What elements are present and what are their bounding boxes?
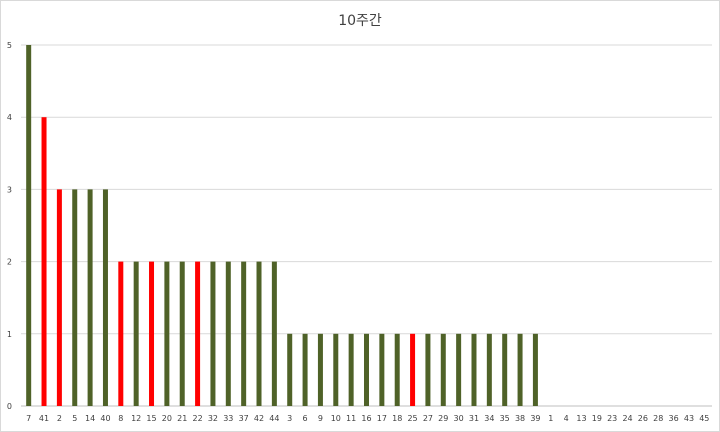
y-tick-label: 5: [7, 41, 12, 50]
x-tick-label: 30: [454, 414, 464, 423]
bar: [102, 189, 108, 406]
x-tick-label: 43: [684, 414, 694, 423]
x-tick-label: 5: [72, 414, 77, 423]
y-tick-label: 1: [7, 330, 12, 339]
x-tick-label: 35: [500, 414, 510, 423]
x-tick-label: 33: [223, 414, 233, 423]
chart-title: 10주간: [338, 13, 382, 29]
bar: [456, 333, 462, 406]
bar: [26, 45, 32, 406]
bar: [41, 117, 47, 406]
x-tick-label: 34: [484, 414, 494, 423]
bar: [379, 333, 385, 406]
x-tick-label: 14: [85, 414, 95, 423]
x-tick-label: 1: [548, 414, 553, 423]
x-tick-label: 27: [423, 414, 433, 423]
bar: [471, 333, 477, 406]
bar: [195, 261, 201, 406]
x-tick-label: 17: [377, 414, 387, 423]
x-tick-label: 23: [607, 414, 617, 423]
bar: [394, 333, 400, 406]
y-tick-label: 4: [7, 113, 12, 122]
x-tick-label: 7: [26, 414, 31, 423]
x-tick-label: 15: [146, 414, 156, 423]
bar: [410, 333, 416, 406]
x-tick-label: 29: [438, 414, 448, 423]
bar: [486, 333, 492, 406]
bar: [425, 333, 431, 406]
bar: [72, 189, 78, 406]
y-tick-label: 0: [7, 402, 12, 411]
bar: [440, 333, 446, 406]
bar: [241, 261, 247, 406]
bar: [502, 333, 508, 406]
bar: [118, 261, 124, 406]
x-tick-label: 24: [622, 414, 632, 423]
x-tick-label: 11: [346, 414, 356, 423]
bar: [271, 261, 277, 406]
bar: [210, 261, 216, 406]
x-tick-label: 10: [331, 414, 341, 423]
x-tick-label: 4: [564, 414, 569, 423]
bar: [348, 333, 354, 406]
bar: [302, 333, 308, 406]
x-tick-label: 37: [239, 414, 249, 423]
x-tick-label: 38: [515, 414, 525, 423]
x-tick-label: 41: [39, 414, 49, 423]
bar: [256, 261, 262, 406]
bar: [287, 333, 293, 406]
x-tick-label: 45: [699, 414, 709, 423]
bar: [179, 261, 185, 406]
bar: [333, 333, 339, 406]
x-tick-label: 9: [318, 414, 323, 423]
x-tick-label: 31: [469, 414, 479, 423]
x-tick-label: 22: [192, 414, 202, 423]
x-tick-label: 13: [576, 414, 586, 423]
x-tick-label: 28: [653, 414, 663, 423]
x-tick-label: 3: [287, 414, 292, 423]
x-tick-label: 2: [57, 414, 62, 423]
bar: [532, 333, 538, 406]
x-tick-label: 12: [131, 414, 141, 423]
bar: [149, 261, 155, 406]
x-tick-label: 18: [392, 414, 402, 423]
bar: [133, 261, 139, 406]
x-tick-label: 19: [592, 414, 602, 423]
bar: [56, 189, 62, 406]
x-tick-label: 39: [530, 414, 540, 423]
x-tick-label: 16: [361, 414, 371, 423]
x-tick-label: 8: [118, 414, 123, 423]
x-tick-label: 25: [407, 414, 417, 423]
x-tick-label: 32: [208, 414, 218, 423]
y-tick-label: 3: [7, 185, 12, 194]
y-tick-label: 2: [7, 258, 12, 267]
x-tick-label: 6: [303, 414, 308, 423]
bar: [164, 261, 170, 406]
bar: [517, 333, 523, 406]
bar: [317, 333, 323, 406]
bar: [87, 189, 93, 406]
x-tick-label: 36: [669, 414, 679, 423]
x-tick-label: 26: [638, 414, 648, 423]
bar: [225, 261, 231, 406]
x-tick-label: 40: [100, 414, 110, 423]
bar: [364, 333, 369, 406]
x-tick-label: 21: [177, 414, 187, 423]
x-tick-label: 42: [254, 414, 264, 423]
x-tick-label: 44: [269, 414, 279, 423]
x-tick-label: 20: [162, 414, 172, 423]
